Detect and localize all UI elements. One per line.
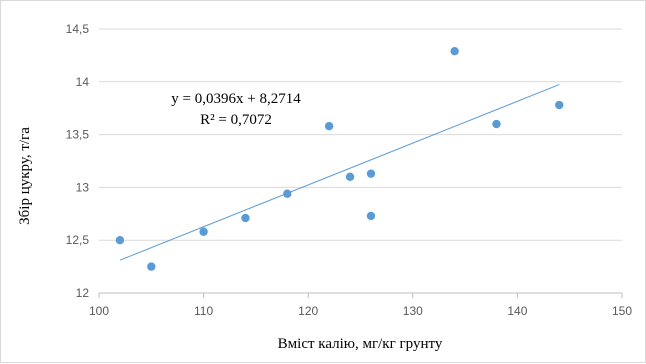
trendline-line	[119, 84, 560, 261]
data-point	[115, 236, 125, 245]
x-tick-label: 100	[89, 304, 109, 318]
data-point	[492, 119, 501, 129]
y-axis-title: Збір цукру, т/га	[17, 127, 33, 225]
data-points	[115, 46, 564, 271]
trendline-equation: y = 0,0396x + 8,2714	[171, 91, 301, 107]
r-squared-label: R² = 0,7072	[200, 112, 272, 128]
x-axis-title: Вміст калію, мг/кг грунту	[278, 336, 443, 352]
data-point	[147, 262, 156, 271]
x-tick-label: 110	[194, 304, 213, 318]
data-point	[366, 169, 376, 178]
y-tick-label: 14,5	[66, 22, 90, 36]
y-tick-label: 13	[76, 180, 90, 194]
data-point	[555, 100, 564, 110]
y-tick-label: 12	[76, 286, 90, 300]
axes	[98, 292, 623, 298]
y-tick-label: 13,5	[66, 128, 90, 142]
data-point	[345, 172, 355, 182]
data-point	[241, 213, 250, 223]
data-point	[283, 189, 292, 198]
data-point	[450, 46, 459, 56]
data-point	[366, 211, 376, 221]
data-point	[324, 121, 334, 131]
gridlines	[99, 28, 622, 241]
y-tick-label: 14	[76, 75, 90, 89]
x-tick-label: 150	[612, 304, 632, 318]
x-tick-labels: 100 110 120 130 140 150	[89, 304, 632, 318]
y-tick-label: 12,5	[66, 233, 90, 247]
x-tick-label: 120	[298, 304, 318, 318]
x-tick-label: 140	[507, 304, 527, 318]
data-point	[199, 227, 208, 236]
x-tick-label: 130	[403, 304, 423, 318]
trendline	[119, 84, 560, 261]
y-tick-labels: 12 12,5 13 13,5 14 14,5	[66, 22, 90, 300]
